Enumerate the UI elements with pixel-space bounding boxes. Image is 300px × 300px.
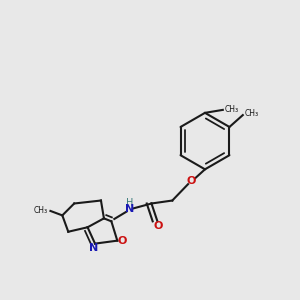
Text: H: H bbox=[126, 198, 134, 208]
Text: O: O bbox=[117, 236, 127, 246]
Text: O: O bbox=[187, 176, 196, 186]
Text: CH₃: CH₃ bbox=[244, 109, 258, 118]
Text: N: N bbox=[124, 204, 134, 214]
Text: O: O bbox=[153, 221, 163, 231]
Text: CH₃: CH₃ bbox=[33, 206, 47, 214]
Text: CH₃: CH₃ bbox=[224, 105, 239, 114]
Text: N: N bbox=[89, 243, 98, 253]
